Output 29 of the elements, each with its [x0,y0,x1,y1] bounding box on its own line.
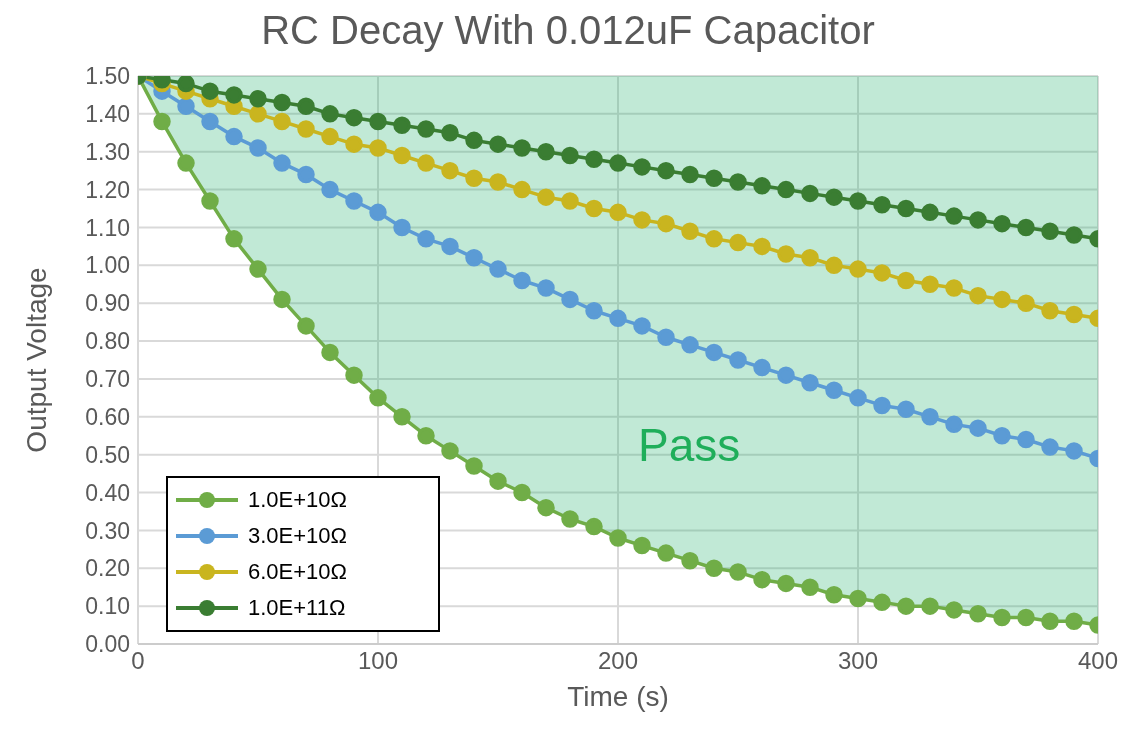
y-tick-label: 0.10 [85,593,130,620]
y-tick-label: 1.40 [85,101,130,128]
x-tick-label: 400 [1077,647,1119,675]
chart-title: RC Decay With 0.012uF Capacitor [260,8,876,54]
y-tick-label: 0.20 [85,555,130,582]
legend-label: 1.0E+11Ω [248,595,346,621]
y-tick-label: 1.00 [85,252,130,279]
y-tick-label: 0.70 [85,366,130,393]
legend-label: 3.0E+10Ω [248,523,348,549]
x-tick-label: 200 [597,647,639,675]
x-axis-title: Time (s) [567,681,669,712]
y-tick-label: 0.90 [85,290,130,317]
y-axis-title: Output Voltage [20,267,52,453]
x-tick-label: 100 [357,647,399,675]
y-tick-label: 0.50 [85,441,130,468]
y-tick-label: 1.50 [85,63,130,90]
y-tick-label: 0.00 [85,631,130,658]
y-tick-label: 0.30 [85,517,130,544]
y-tick-label: 1.30 [85,138,130,165]
y-tick-label: 0.60 [85,403,130,430]
y-tick-label: 0.80 [85,328,130,355]
y-tick-label: 0.40 [85,479,130,506]
legend-label: 1.0E+10Ω [248,487,348,513]
x-tick-label: 0 [131,647,145,675]
y-tick-label: 1.10 [85,214,130,241]
x-tick-label: 300 [837,647,879,675]
annotation: Pass [638,418,741,472]
y-tick-label: 1.20 [85,176,130,203]
legend-label: 6.0E+10Ω [248,559,348,585]
